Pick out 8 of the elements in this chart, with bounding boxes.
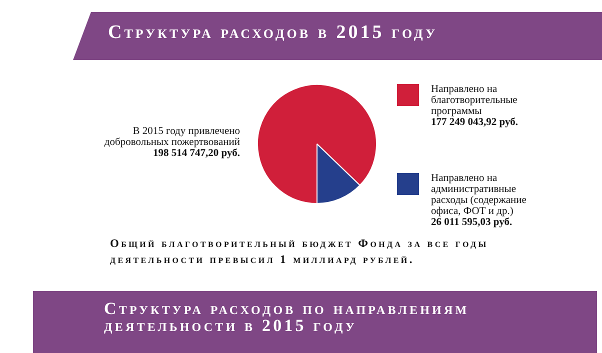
legend-label: Направлено на административные расходы (содержание офиса, ФОТ и др.): [431, 173, 528, 217]
data-label: 26 011 595,03 руб.: [431, 217, 514, 228]
legend-label: Направлено на благотворительные программы: [431, 84, 518, 117]
chart-title: Структура расходов в 2015 году: [108, 22, 438, 44]
data-label: 177 249 043,92 руб.: [431, 117, 519, 128]
text: В 2015 году привлечено добровольных пожертвований 198 514 747,20 руб.: [104, 126, 240, 159]
text: Общий благотворительный бюджет Фонда за все годы деятельности превысил 1 миллиард рублей.: [110, 237, 488, 268]
text: Структура расходов по направлениям деятельности в 2015 году: [104, 299, 470, 335]
